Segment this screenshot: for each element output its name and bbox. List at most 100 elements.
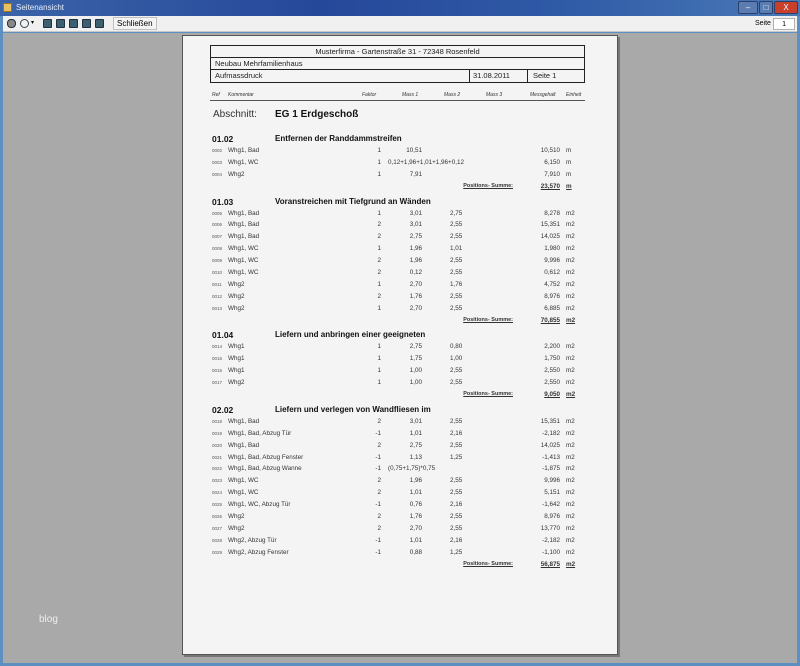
row-faktor: 1 — [377, 343, 381, 351]
minimize-button[interactable]: – — [738, 1, 758, 14]
row-messgehalt: 6,885 — [544, 304, 560, 312]
project-name: Neubau Mehrfamilienhaus — [211, 58, 584, 70]
section-number: 01.04 — [212, 330, 234, 341]
section-number: 01.03 — [212, 196, 234, 207]
row-einheit: m2 — [566, 355, 575, 363]
row-messgehalt: -2,182 — [542, 429, 560, 437]
row-messgehalt: 1,980 — [544, 245, 560, 253]
row-ref: 0014 — [212, 344, 223, 350]
row-mass1: 3,01 — [409, 221, 422, 229]
close-button[interactable]: Schließen — [113, 17, 157, 30]
row-ref: 0016 — [212, 368, 223, 374]
row-faktor: -1 — [375, 536, 381, 544]
row-kommentar: Whg1, WC — [228, 245, 259, 253]
table-row: 0012 Whg2 2 1,76 2,55 8,976 m2 — [210, 291, 585, 303]
positions-sum-row: Positions- Summe: 70,855 m2 — [210, 315, 585, 327]
toolbar: ▾ Schließen Seite 1 — [3, 16, 797, 32]
row-ref: 0003 — [212, 159, 223, 165]
maximize-button[interactable]: □ — [759, 1, 773, 14]
row-kommentar: Whg2 — [228, 292, 245, 300]
six-pages-icon[interactable] — [95, 19, 104, 28]
row-kommentar: Whg2, Abzug Fenster — [228, 548, 289, 556]
row-faktor: 1 — [377, 170, 381, 178]
row-ref: 0017 — [212, 380, 223, 386]
row-einheit: m — [566, 147, 572, 154]
measurement-list: 01.02 Entfernen der Randdammstreifen 0002 W… — [210, 130, 585, 571]
row-messgehalt: 9,996 — [544, 257, 560, 265]
row-mass2: 2,55 — [450, 524, 463, 532]
positions-sum-value: 56,875 — [540, 560, 560, 568]
four-pages-icon[interactable] — [82, 19, 91, 28]
abschnitt-label: Abschnitt: — [213, 109, 257, 120]
one-page-icon[interactable] — [43, 19, 52, 28]
row-kommentar: Whg1 — [228, 343, 245, 351]
positions-sum-value: 70,855 — [540, 316, 560, 324]
row-mass1: 2,75 — [409, 441, 422, 449]
table-row: 0002 Whg1, Bad 1 10,51 10,510 m — [210, 145, 585, 157]
row-mass1: 1,01 — [409, 489, 422, 497]
row-mass1: 1,96 — [409, 245, 422, 253]
row-kommentar: Whg2 — [228, 170, 245, 178]
row-ref: 0029 — [212, 549, 223, 555]
table-row: 0025 Whg1, WC, Abzug Tür -1 0,76 2,16 -1,642 m… — [210, 499, 585, 511]
section-title: Entfernen der Randdammstreifen — [275, 134, 402, 143]
chevron-down-icon[interactable]: ▾ — [31, 20, 35, 26]
close-window-button[interactable]: X — [774, 1, 798, 14]
row-einheit: m2 — [566, 221, 575, 229]
positions-sum-row: Positions- Summe: 23,570 m — [210, 181, 585, 193]
row-messgehalt: 9,996 — [544, 477, 560, 485]
row-mass2: 1,25 — [450, 548, 463, 556]
row-ref: 0010 — [212, 270, 223, 276]
row-kommentar: Whg1, Bad — [228, 441, 260, 449]
row-einheit: m2 — [566, 245, 575, 253]
positions-sum-unit: m — [566, 182, 572, 190]
row-einheit: m2 — [566, 489, 575, 497]
row-mass2: 2,55 — [450, 304, 463, 312]
page-spinner[interactable]: 1 — [773, 18, 795, 30]
row-messgehalt: 0,612 — [544, 269, 560, 277]
row-faktor: 1 — [377, 304, 381, 312]
row-mass2: 2,55 — [450, 441, 463, 449]
table-row: 0029 Whg2, Abzug Fenster -1 0,88 1,25 -1,100 m… — [210, 547, 585, 559]
row-mass1: 3,01 — [409, 209, 422, 217]
row-mass2: 1,01 — [450, 245, 463, 253]
row-mass1: 1,00 — [409, 379, 422, 387]
app-icon — [3, 3, 12, 12]
section-heading: 01.02 Entfernen der Randdammstreifen — [210, 133, 585, 145]
table-row: 0003 Whg1, WC 1 0,12+1,96+1,01+1,96+0,12 6,1… — [210, 157, 585, 169]
row-einheit: m — [566, 170, 572, 178]
row-einheit: m2 — [566, 548, 575, 556]
row-einheit: m2 — [566, 477, 575, 485]
row-mass1: 1,75 — [409, 355, 422, 363]
zoom-icon[interactable] — [20, 19, 29, 28]
row-kommentar: Whg1, Bad — [228, 221, 260, 229]
row-faktor: 2 — [377, 233, 381, 241]
row-einheit: m2 — [566, 367, 575, 375]
table-row: 0013 Whg2 1 2,70 2,55 6,885 m2 — [210, 303, 585, 315]
abschnitt-value: EG 1 Erdgeschoß — [275, 109, 359, 120]
row-kommentar: Whg2 — [228, 524, 245, 532]
positions-sum-unit: m2 — [566, 391, 576, 399]
table-row: 0009 Whg1, WC 2 1,96 2,55 9,996 m2 — [210, 255, 585, 267]
row-einheit: m2 — [566, 343, 575, 351]
row-ref: 0008 — [212, 246, 223, 252]
col-ref: Ref — [212, 92, 220, 98]
row-mass2: 2,55 — [450, 477, 463, 485]
three-pages-icon[interactable] — [69, 19, 78, 28]
column-header: Ref Kommentar Faktor Mass 1 Mass 2 Mass … — [210, 91, 585, 101]
row-faktor: 1 — [377, 158, 381, 166]
row-mass2: 2,55 — [450, 513, 463, 521]
row-einheit: m2 — [566, 501, 575, 509]
row-ref: 0020 — [212, 442, 223, 448]
positions-sum-row: Positions- Summe: 9,050 m2 — [210, 389, 585, 401]
row-messgehalt: 6,150 — [544, 158, 560, 166]
row-mass1: 1,96 — [409, 477, 422, 485]
row-einheit: m2 — [566, 209, 575, 217]
row-mass1: 1,01 — [409, 536, 422, 544]
row-einheit: m2 — [566, 417, 575, 425]
row-ref: 0028 — [212, 537, 223, 543]
print-icon[interactable] — [7, 19, 16, 28]
two-pages-icon[interactable] — [56, 19, 65, 28]
row-einheit: m2 — [566, 441, 575, 449]
row-mass1: 2,75 — [409, 233, 422, 241]
